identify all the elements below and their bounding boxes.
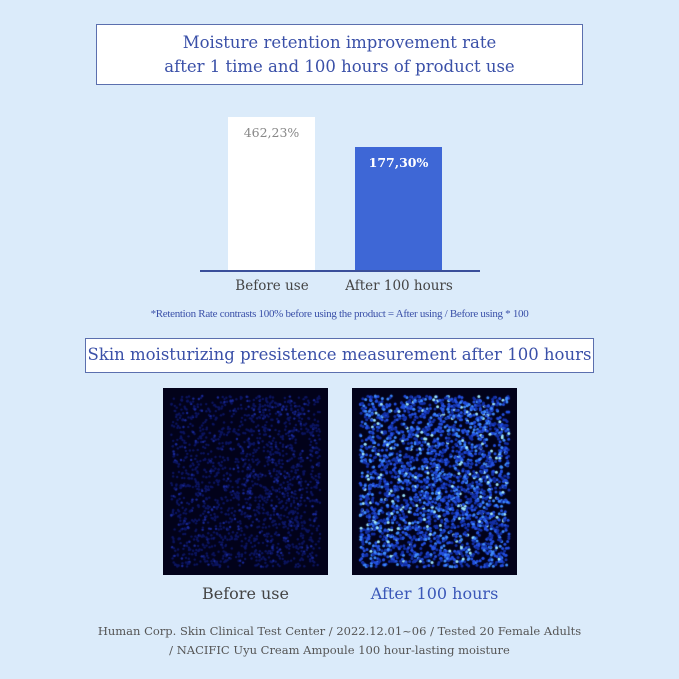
bar-before-use: 462,23% <box>228 117 315 270</box>
skin-image-after <box>352 388 517 575</box>
chart-title-line1: Moisture retention improvement rate <box>182 33 497 52</box>
data-label-before-use: 462,23% <box>243 125 300 140</box>
image-caption-after: After 100 hours <box>370 584 499 603</box>
chart-title-line2: after 1 time and 100 hours of product us… <box>164 57 515 76</box>
footer-source: Human Corp. Skin Clinical Test Center / … <box>0 622 679 660</box>
footer-line1: Human Corp. Skin Clinical Test Center / … <box>97 624 582 638</box>
data-label-after-100-hours: 177,30% <box>368 155 429 170</box>
x-tick-label-after-100-hours: After 100 hours <box>345 278 453 294</box>
section-title: Skin moisturizing presistence measuremen… <box>85 338 594 373</box>
chart-footnote: *Retention Rate contrasts 100% before us… <box>150 308 529 320</box>
bar-after-100-hours: 177,30% <box>355 147 442 270</box>
x-axis-line <box>200 270 480 272</box>
footer-line2: / NACIFIC Uyu Cream Ampoule 100 hour-las… <box>169 643 510 657</box>
skin-image-before <box>163 388 328 575</box>
x-tick-label-before-use: Before use <box>235 278 309 294</box>
image-caption-before: Before use <box>202 584 289 603</box>
chart-title: Moisture retention improvement rate afte… <box>96 24 583 85</box>
